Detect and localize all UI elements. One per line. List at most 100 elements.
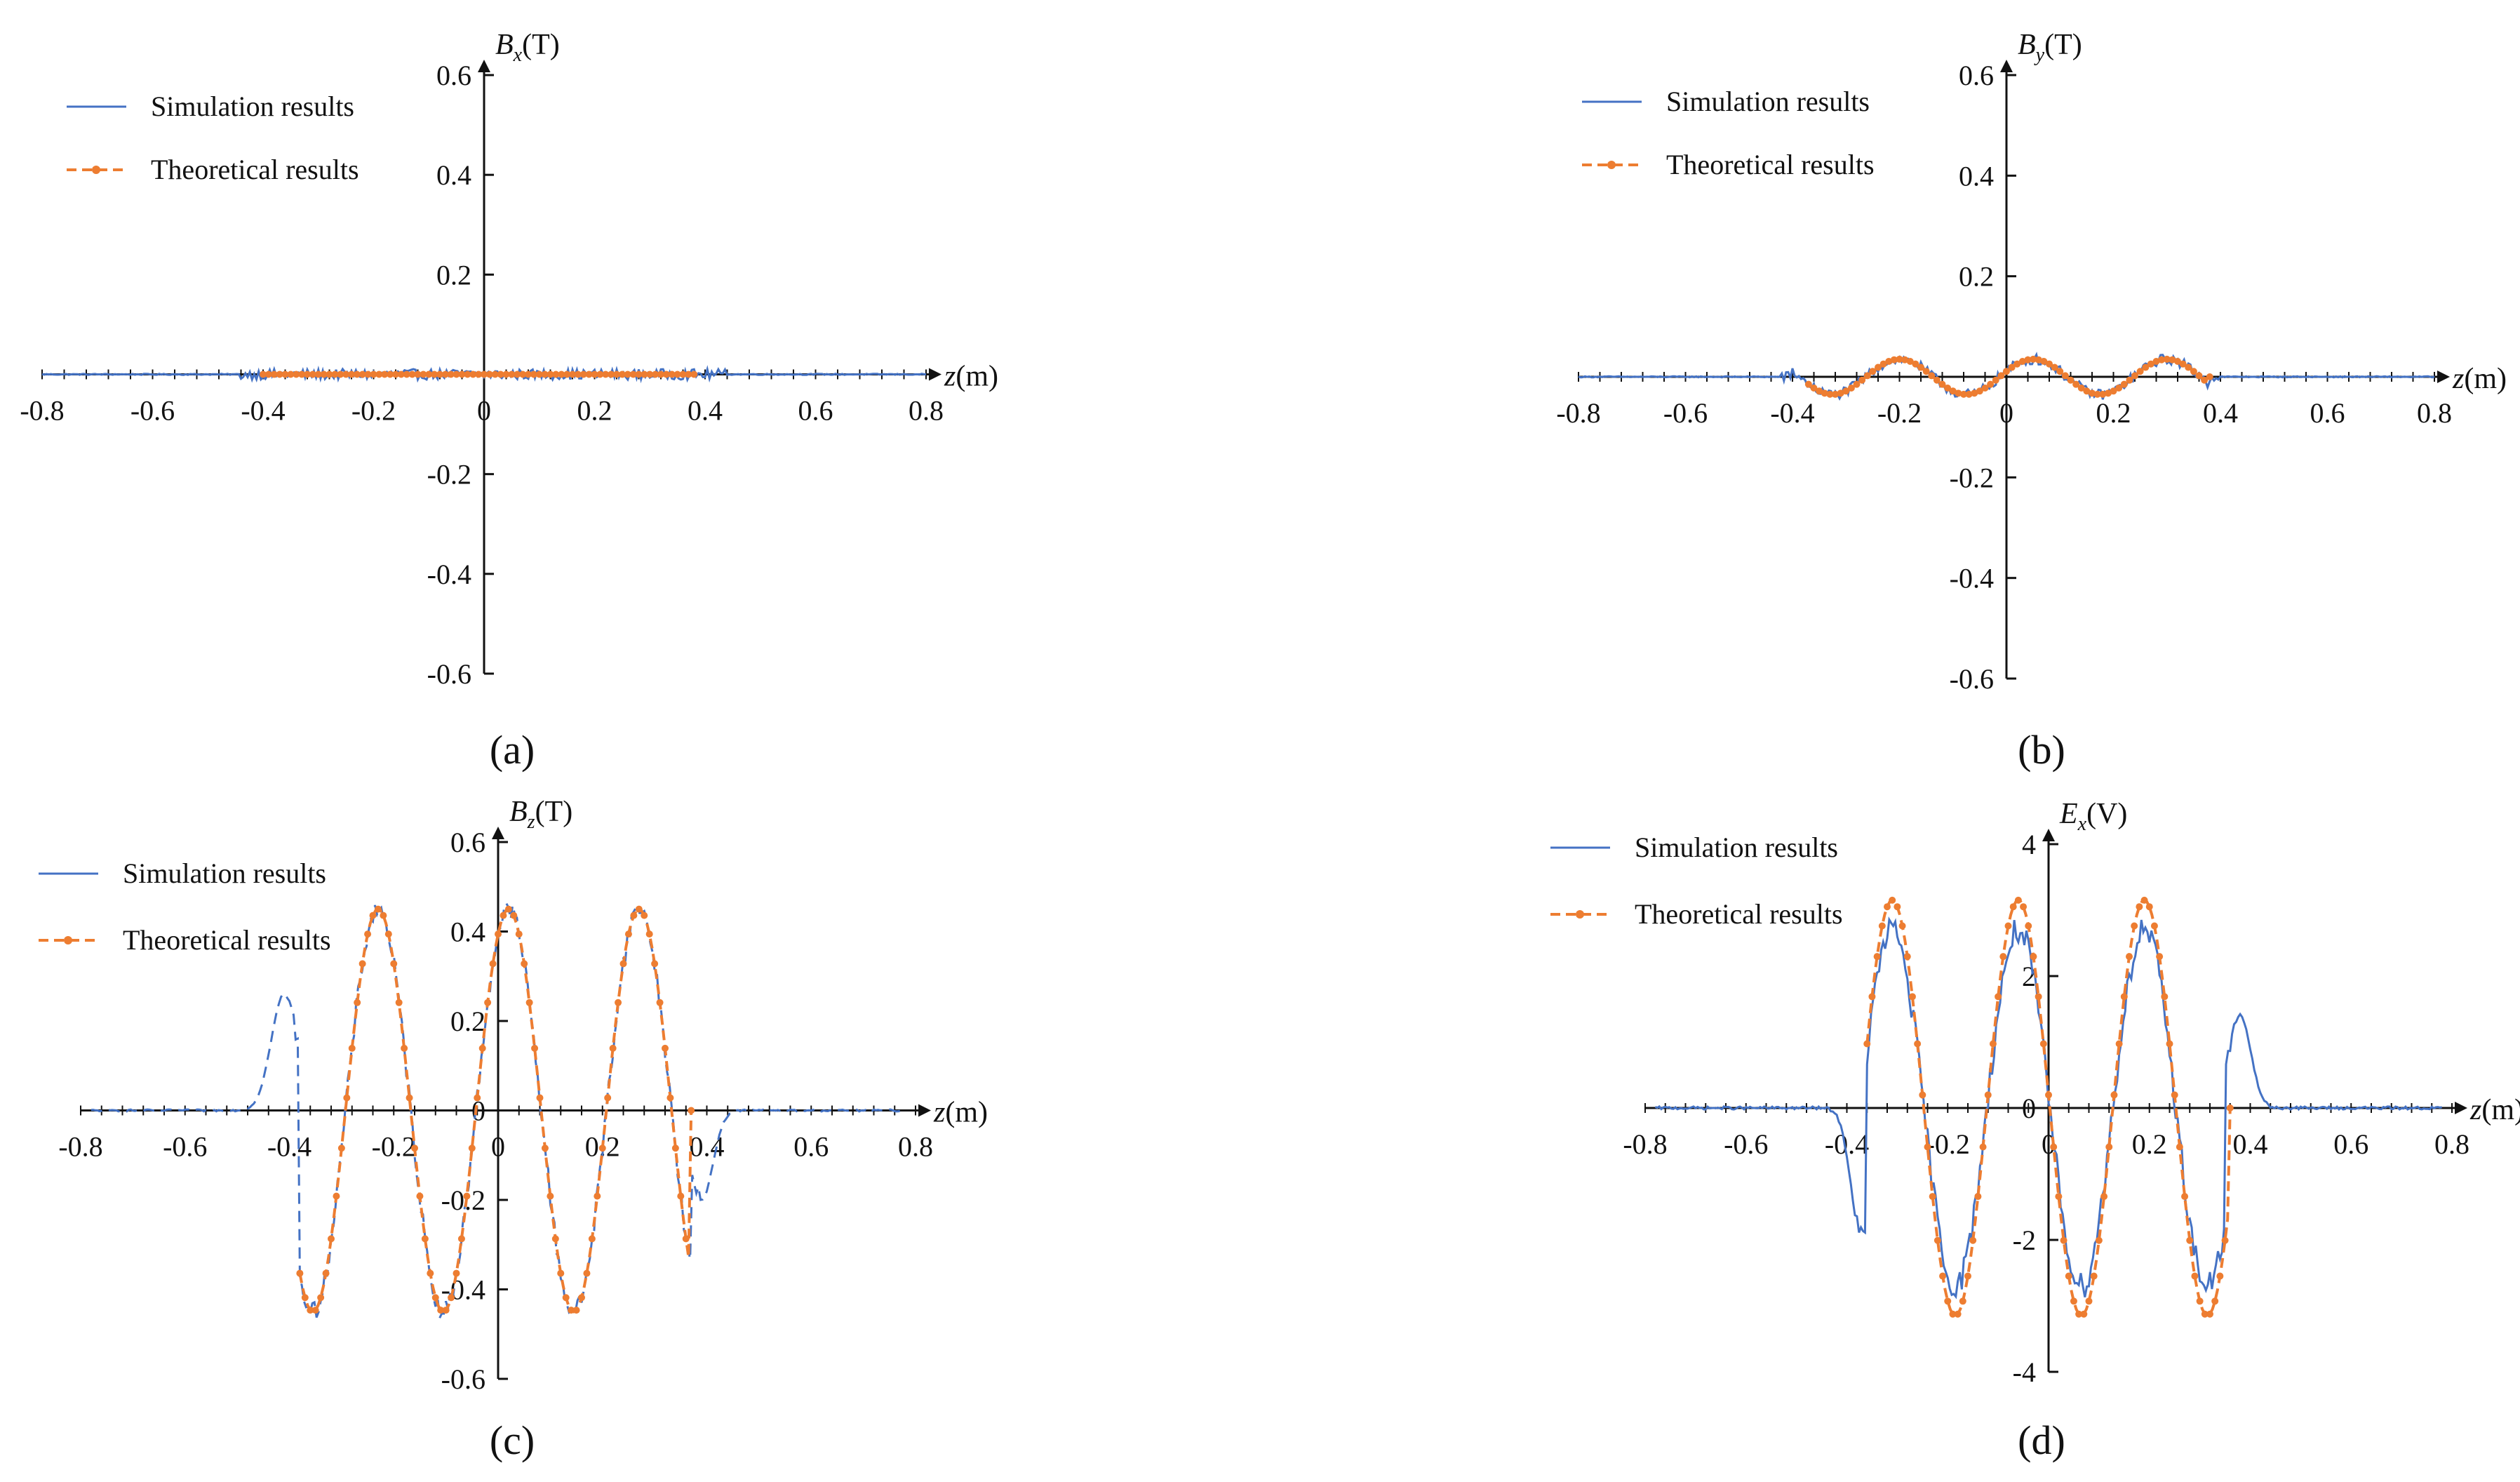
theoretical-point xyxy=(579,370,587,378)
theoretical-point xyxy=(618,370,626,378)
theoretical-point xyxy=(2013,360,2021,368)
theoretical-point xyxy=(1896,355,1903,363)
y-tick-label: -0.4 xyxy=(441,1274,485,1306)
theoretical-point xyxy=(495,930,502,938)
theoretical-point xyxy=(688,1107,695,1114)
legend-label: Simulation results xyxy=(123,857,326,889)
theoretical-point xyxy=(1869,368,1877,375)
theoretical-point xyxy=(525,999,533,1006)
theoretical-point xyxy=(442,1307,450,1314)
theoretical-point xyxy=(596,370,604,378)
theoretical-point xyxy=(2105,1143,2113,1151)
theoretical-point xyxy=(619,960,627,968)
theoretical-point xyxy=(2039,1040,2047,1048)
theoretical-point xyxy=(662,370,670,378)
y-axis-title-sub: x xyxy=(2077,813,2087,835)
theoretical-point xyxy=(1873,953,1881,961)
theoretical-point xyxy=(1884,903,1891,911)
theoretical-point xyxy=(369,912,377,919)
theoretical-point xyxy=(2131,922,2138,930)
x-axis-arrow-icon xyxy=(2437,370,2450,383)
legend-item-theoretical: Theoretical results xyxy=(67,154,359,185)
theoretical-point xyxy=(572,1307,580,1314)
legend-marker xyxy=(1607,161,1616,169)
theoretical-point xyxy=(673,370,681,378)
theoretical-point xyxy=(1842,387,1850,395)
theoretical-point xyxy=(2221,1236,2229,1244)
y-axis-title-main: B xyxy=(509,796,528,828)
y-tick-label: -4 xyxy=(2013,1356,2036,1388)
x-tick-label: -0.6 xyxy=(1663,397,1708,429)
x-tick-label: -0.6 xyxy=(163,1131,207,1163)
theoretical-point xyxy=(337,1144,345,1152)
theoretical-point xyxy=(2055,1193,2063,1201)
theoretical-point xyxy=(2077,384,2085,392)
x-tick-label: -0.4 xyxy=(267,1131,311,1163)
x-tick-label: 0.8 xyxy=(2434,1128,2469,1160)
theoretical-point xyxy=(1999,953,2007,961)
theoretical-point xyxy=(547,370,554,378)
theoretical-point xyxy=(682,1235,690,1243)
theoretical-point xyxy=(1917,363,1924,371)
theoretical-point xyxy=(2195,372,2203,380)
theoretical-point xyxy=(464,370,471,378)
theoretical-point xyxy=(563,370,571,378)
theoretical-point xyxy=(403,370,410,378)
theoretical-point xyxy=(510,912,518,919)
theoretical-point xyxy=(395,999,403,1006)
y-axis-arrow-icon xyxy=(2000,60,2013,72)
theoretical-point xyxy=(1863,1040,1871,1048)
theoretical-point xyxy=(552,370,560,378)
x-axis-title-main: z xyxy=(2452,363,2464,395)
legend-item-theoretical: Theoretical results xyxy=(1582,149,1875,180)
theoretical-point xyxy=(2085,1297,2093,1305)
theoretical-point xyxy=(2158,356,2166,363)
theoretical-point xyxy=(489,960,497,968)
theoretical-point xyxy=(1914,1040,1922,1048)
theoretical-point xyxy=(1971,389,1978,397)
theoretical-point xyxy=(578,1294,585,1302)
theoretical-point xyxy=(2120,993,2128,1001)
chart-a: -0.8 -0.6 -0.4 -0.2 0 0.2 0.4 0.6 0.8 0.6 0.4 0.2 -0… xyxy=(20,29,998,773)
y-axis-title-unit: (V) xyxy=(2086,798,2127,830)
legend-item-simulation: Simulation results xyxy=(1550,832,1838,863)
theoretical-point xyxy=(2083,387,2091,395)
x-axis-title-main: z xyxy=(933,1097,945,1129)
chart-d: -0.8 -0.6 -0.4 -0.2 0 0.2 0.4 0.6 0.8420-2-4Ex(V… xyxy=(1550,798,2520,1463)
theoretical-point xyxy=(1997,372,2005,380)
theoretical-point xyxy=(2110,387,2117,395)
theoretical-point xyxy=(615,999,622,1006)
theoretical-point xyxy=(414,370,422,378)
theoretical-point xyxy=(2163,355,2171,363)
theoretical-point xyxy=(1898,922,1906,930)
theoretical-point xyxy=(515,930,523,938)
legend-label: Simulation results xyxy=(1666,86,1870,117)
theoretical-point xyxy=(2126,376,2133,384)
theoretical-point xyxy=(1922,368,1930,375)
theoretical-point xyxy=(2142,363,2150,371)
theoretical-point xyxy=(474,1094,481,1102)
theoretical-point xyxy=(2115,384,2123,392)
theoretical-point xyxy=(301,1294,309,1302)
theoretical-point xyxy=(1995,993,2002,1001)
x-tick-label: 0 xyxy=(477,395,491,427)
theoretical-point xyxy=(458,370,466,378)
theoretical-point xyxy=(541,1144,549,1152)
theoretical-point xyxy=(1987,380,1995,388)
theoretical-point xyxy=(591,370,598,378)
theoretical-point xyxy=(2145,903,2153,911)
x-tick-label: 0.6 xyxy=(2333,1128,2368,1160)
theoretical-point xyxy=(547,1192,554,1200)
x-axis-title-unit: (m) xyxy=(2464,363,2507,395)
theoretical-point xyxy=(1949,387,1957,395)
theoretical-point xyxy=(1933,1236,1941,1244)
y-tick-label: -0.2 xyxy=(427,459,471,490)
x-axis-arrow-icon xyxy=(929,368,941,381)
x-tick-label: 0.4 xyxy=(688,395,723,427)
theoretical-point xyxy=(311,1307,319,1314)
theoretical-point xyxy=(2035,356,2042,363)
theoretical-point xyxy=(2104,389,2112,397)
theoretical-point xyxy=(1868,993,1876,1001)
theoretical-point xyxy=(2191,1272,2199,1280)
x-tick-label: -0.2 xyxy=(1926,1128,1970,1160)
